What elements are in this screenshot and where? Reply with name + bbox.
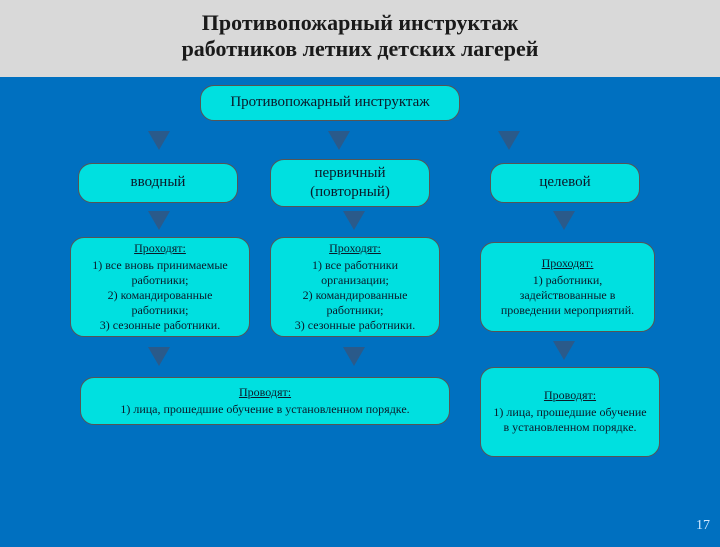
- arrow-down-icon: [555, 343, 573, 359]
- node-heading: Проводят:: [491, 388, 649, 403]
- node-heading: Проводят:: [120, 385, 409, 400]
- title-line-1: Противопожарный инструктаж: [202, 10, 518, 35]
- node-heading: Проходят:: [81, 241, 239, 256]
- title-line-2: работников летних детских лагерей: [182, 36, 539, 61]
- arrow-down-icon: [150, 133, 168, 149]
- node-cond1: Проводят:1) лица, прошедшие обучение в у…: [80, 377, 450, 425]
- node-cond2: Проводят:1) лица, прошедшие обучение в у…: [480, 367, 660, 457]
- arrow-down-icon: [500, 133, 518, 149]
- node-root: Противопожарный инструктаж: [200, 85, 460, 121]
- node-type3: целевой: [490, 163, 640, 203]
- arrow-down-icon: [345, 349, 363, 365]
- node-pass2: Проходят:1) все работники организации;2)…: [270, 237, 440, 337]
- node-pass3: Проходят:1) работники, задействованные в…: [480, 242, 655, 332]
- diagram-canvas: Противопожарный инструктаж вводный первичн…: [0, 77, 720, 547]
- arrow-down-icon: [555, 213, 573, 229]
- node-type2: первичный(повторный): [270, 159, 430, 207]
- node-pass1: Проходят:1) все вновь принимаемые работн…: [70, 237, 250, 337]
- arrow-down-icon: [330, 133, 348, 149]
- header-band: Противопожарный инструктаж работников ле…: [0, 0, 720, 77]
- node-heading: Проходят:: [281, 241, 429, 256]
- node-type1: вводный: [78, 163, 238, 203]
- arrow-down-icon: [150, 349, 168, 365]
- arrow-down-icon: [150, 213, 168, 229]
- page-title: Противопожарный инструктаж работников ле…: [0, 10, 720, 63]
- page-number: 17: [696, 518, 710, 534]
- node-heading: Проходят:: [491, 256, 644, 271]
- arrow-down-icon: [345, 213, 363, 229]
